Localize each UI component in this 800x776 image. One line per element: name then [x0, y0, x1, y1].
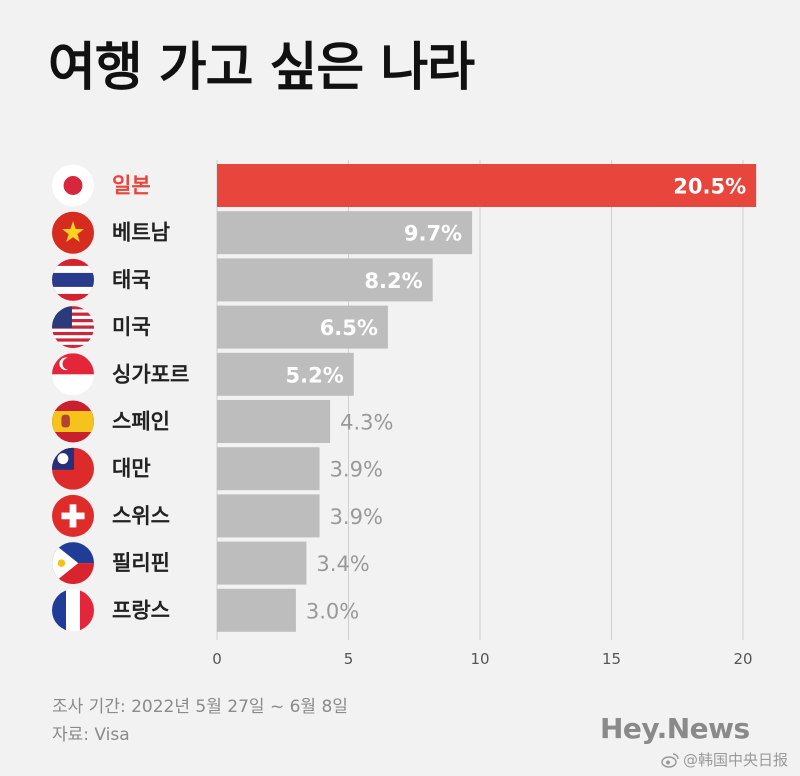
bar [217, 541, 307, 585]
category-label: 스위스 [112, 504, 170, 528]
chart-title: 여행 가고 싶은 나라 [48, 38, 475, 98]
category-label: 대만 [112, 457, 151, 481]
switzerland-flag-icon [52, 494, 94, 537]
category-label: 미국 [112, 315, 151, 339]
value-label: 6.5% [320, 316, 378, 340]
bar [217, 258, 433, 302]
x-tick-label: 20 [733, 650, 752, 668]
category-label: 일본 [112, 174, 151, 198]
bar [217, 588, 296, 632]
bar [217, 211, 473, 255]
value-label: 9.7% [404, 222, 462, 246]
thailand-flag-icon [52, 258, 94, 301]
bar [217, 494, 320, 538]
spain-flag-icon [52, 400, 94, 443]
value-label: 4.3% [340, 411, 393, 435]
value-label: 3.0% [306, 599, 359, 623]
source-note: 자료: Visa [52, 725, 130, 745]
category-label: 베트남 [112, 221, 170, 245]
bar [217, 164, 757, 207]
category-label: 프랑스 [112, 598, 170, 622]
weibo-icon [661, 752, 679, 768]
brand-logo: Hey.News [600, 712, 750, 745]
x-tick-label: 0 [212, 650, 222, 668]
x-tick-label: 5 [344, 650, 354, 668]
value-label: 3.9% [330, 458, 383, 482]
usa-flag-icon [52, 306, 94, 349]
category-label: 필리핀 [112, 551, 170, 575]
x-tick-label: 10 [470, 650, 489, 668]
weibo-watermark: @韩国中央日报 [661, 749, 788, 770]
bar [217, 305, 388, 349]
value-label: 5.2% [286, 363, 344, 387]
value-label: 8.2% [364, 269, 422, 293]
france-flag-icon [52, 589, 94, 632]
category-label: 태국 [112, 268, 151, 292]
bar [217, 400, 331, 443]
survey-period-note: 조사 기간: 2022년 5월 27일 ~ 6월 8일 [52, 697, 348, 717]
bar [217, 447, 320, 491]
value-label: 3.9% [330, 505, 383, 529]
x-tick-label: 15 [602, 650, 621, 668]
value-label: 20.5% [673, 175, 746, 199]
category-label: 싱가포르 [112, 362, 189, 386]
japan-flag-icon [52, 164, 94, 207]
bar [217, 352, 354, 396]
singapore-flag-icon [52, 353, 94, 396]
watermark-text: @韩国中央日报 [682, 751, 788, 769]
bar-chart: 0 5 10 15 20 일본 20.5% 베트남 9.7% 태국 8.2% 미국 6.5% 싱가포르 5.… [52, 160, 757, 668]
taiwan-flag-icon [52, 447, 94, 490]
vietnam-flag-icon [52, 211, 94, 254]
category-label: 스페인 [112, 410, 170, 434]
philippines-flag-icon [52, 542, 94, 585]
value-label: 3.4% [316, 552, 369, 576]
